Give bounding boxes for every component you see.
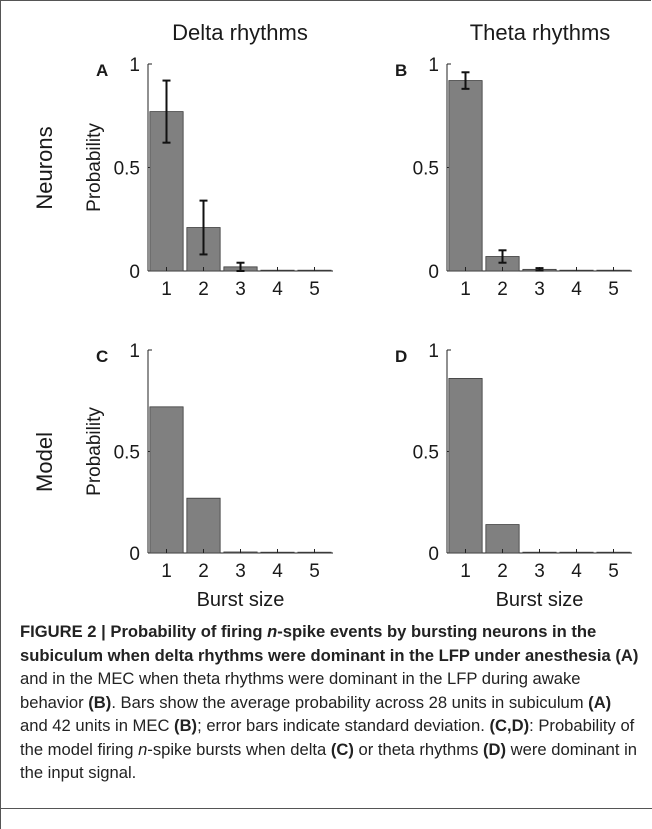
caption-ref-cd: (C,D) [489, 716, 530, 735]
x-tick-label: 4 [571, 561, 582, 582]
column-title-1: Delta rhythms [172, 20, 308, 45]
x-tick-label: 4 [272, 279, 283, 300]
y-tick-label: 0.5 [413, 159, 439, 180]
panel-c: C 0 0.5 1 Probability 1 2 3 4 5 Burst size [84, 341, 333, 611]
caption-n-italic: n [267, 622, 278, 641]
panel-letter-c: C [96, 347, 108, 366]
y-tick-label: 0 [428, 544, 439, 565]
caption-ref-d: (D) [483, 739, 507, 759]
bar [149, 406, 184, 554]
x-tick-label: 5 [608, 561, 619, 582]
x-tick-label: 2 [497, 279, 508, 300]
figure-caption: FIGURE 2 | Probability of firing n-spike… [20, 620, 640, 785]
panel-a: A 0 0.5 1 Probability 1 2 3 4 5 [84, 55, 333, 300]
caption-text-4: ; error bars indicate standard deviation… [197, 716, 490, 735]
x-tick-label: 1 [161, 561, 172, 582]
bar [186, 497, 221, 554]
x-tick-label: 5 [309, 279, 320, 300]
caption-lead-text: FIGURE 2 | Probability of firing [20, 622, 268, 641]
caption-ref-b: (B) [88, 692, 112, 712]
caption-ref-a: (A) [615, 645, 639, 665]
bar [485, 524, 520, 554]
y-tick-label: 1 [428, 55, 439, 76]
x-tick-label: 2 [198, 561, 209, 582]
x-tick-label: 2 [497, 561, 508, 582]
bar [448, 378, 483, 554]
bar [448, 80, 483, 272]
panel-letter-d: D [395, 347, 407, 366]
frame-left-border [0, 0, 1, 829]
y-tick-label: 0.5 [114, 443, 140, 464]
y-tick-label: 0 [129, 262, 140, 283]
caption-text-8: were dominant in the input signal. [20, 739, 638, 783]
column-title-2: Theta rhythms [470, 20, 611, 45]
caption-text-3: and 42 units in MEC [20, 716, 175, 735]
x-tick-label: 3 [235, 561, 246, 582]
x-tick-label: 3 [235, 279, 246, 300]
caption-text-1: and in the MEC when theta rhythms were d… [20, 669, 581, 712]
caption-ref-a2: (A) [588, 692, 612, 712]
bottom-rule [0, 808, 652, 809]
y-axis-label: Probability [84, 123, 105, 212]
x-tick-label: 4 [571, 279, 582, 300]
x-axis-label: Burst size [197, 589, 285, 611]
panel-d: D 0 0.5 1 1 2 3 4 5 Burst size [395, 341, 632, 611]
caption-ref-c: (C) [330, 739, 354, 759]
caption-text-7: or theta rhythms [353, 739, 484, 759]
caption-lead: FIGURE 2 | Probability of firing n-spike… [20, 622, 638, 665]
y-tick-label: 0.5 [114, 159, 140, 180]
caption-lead-rest: -spike events by bursting neurons in the… [20, 622, 616, 665]
y-tick-label: 0 [129, 544, 140, 565]
row-label-2: Model [32, 432, 57, 492]
row-label-1: Neurons [32, 126, 57, 209]
y-axis-label: Probability [84, 407, 105, 496]
panel-letter-b: B [395, 61, 407, 80]
caption-text-6: -spike bursts when delta [147, 739, 331, 759]
x-tick-label: 1 [460, 279, 471, 300]
y-tick-label: 1 [129, 55, 140, 76]
y-tick-label: 0 [428, 262, 439, 283]
x-tick-label: 2 [198, 279, 209, 300]
x-tick-label: 3 [534, 279, 545, 300]
caption-ref-b2: (B) [174, 716, 198, 735]
x-tick-label: 5 [309, 561, 320, 582]
figure-canvas: Delta rhythms Theta rhythms Neurons Model A 0… [32, 20, 632, 611]
panel-letter-a: A [96, 61, 108, 80]
x-tick-label: 5 [608, 279, 619, 300]
frame-top-border [0, 0, 651, 1]
x-tick-label: 3 [534, 561, 545, 582]
caption-text-5: : Probability of the model firing [20, 716, 635, 759]
panel-b: B 0 0.5 1 1 2 3 4 5 [395, 55, 632, 300]
y-tick-label: 0.5 [413, 443, 439, 464]
y-tick-label: 1 [428, 341, 439, 362]
x-tick-label: 1 [460, 561, 471, 582]
caption-n2-italic: n [138, 739, 148, 759]
x-axis-label: Burst size [496, 589, 584, 611]
x-tick-label: 1 [161, 279, 172, 300]
caption-text-2: . Bars show the average probability acro… [111, 692, 589, 712]
y-tick-label: 1 [129, 341, 140, 362]
x-tick-label: 4 [272, 561, 283, 582]
